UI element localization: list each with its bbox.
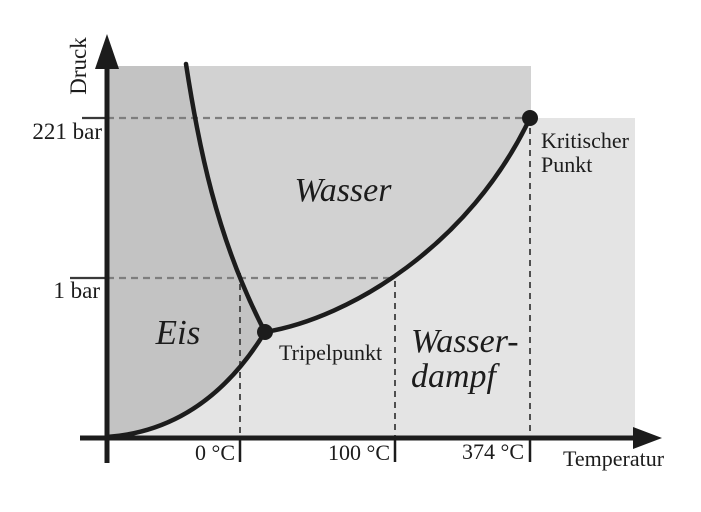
region-label-water: Wasser	[295, 172, 393, 209]
gas-region-shape	[107, 118, 635, 438]
region-label-ice: Eis	[155, 313, 201, 352]
critical-point-label-line1: Kritischer	[541, 128, 630, 153]
temperature-label-374c: 374 °C	[462, 439, 524, 464]
marker-points	[257, 110, 538, 340]
labels: Druck Temperatur 221 bar 1 bar 0 °C 100 …	[32, 37, 664, 471]
y-axis-label: Druck	[66, 37, 91, 95]
critical-point-label-line2: Punkt	[541, 152, 592, 177]
x-axis-label: Temperatur	[563, 446, 665, 471]
triple-point-label: Tripelpunkt	[279, 340, 382, 365]
region-label-vapor-line2: dampf	[411, 358, 501, 395]
vaporization-curve	[262, 115, 533, 335]
axes	[80, 34, 662, 463]
temperature-label-100c: 100 °C	[328, 440, 390, 465]
liquid-region-shape	[186, 66, 531, 332]
phase-regions	[107, 66, 635, 438]
pressure-label-1bar: 1 bar	[53, 278, 100, 303]
pressure-label-221bar: 221 bar	[32, 119, 102, 144]
solid-region-shape	[107, 66, 265, 437]
x-axis-arrow-icon	[633, 427, 662, 449]
sublimation-curve	[104, 329, 268, 440]
temperature-label-0c: 0 °C	[195, 440, 235, 465]
guide-lines	[70, 116, 531, 437]
phase-boundaries	[104, 61, 533, 440]
critical-point-dot	[522, 110, 538, 126]
y-axis-arrow-icon	[95, 34, 119, 69]
triple-point-dot	[257, 324, 273, 340]
melting-curve	[183, 61, 268, 335]
region-label-vapor-line1: Wasser-	[411, 323, 519, 360]
